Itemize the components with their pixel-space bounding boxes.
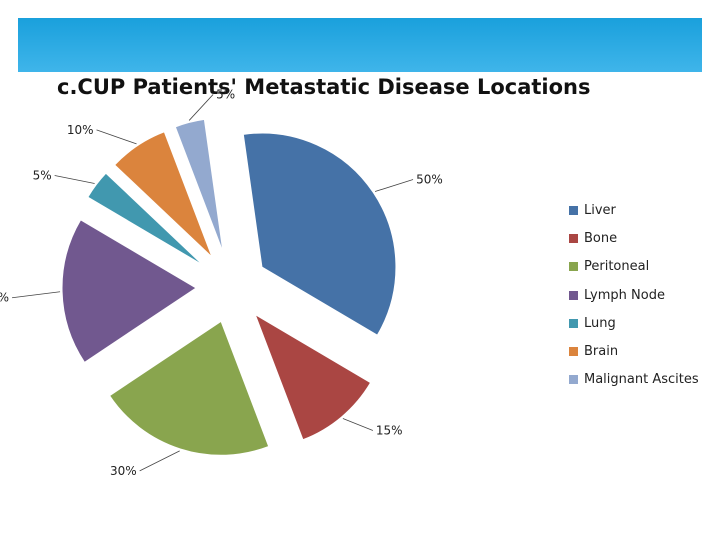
leader-line [54,175,95,184]
legend-label: Lung [584,315,616,331]
legend-label: Liver [584,202,616,218]
data-label: 30% [110,464,137,478]
legend-swatch [569,347,578,357]
chart-legend: Liver Bone Peritoneal Lymph Node Lung Brain Ma… [569,196,699,394]
legend-label: Malignant Ascites [584,372,699,388]
legend-swatch [569,375,578,385]
legend-swatch [569,318,578,328]
legend-label: Lymph Node [584,287,665,303]
legend-swatch [569,233,578,243]
leader-line [342,418,374,431]
data-label: 50% [416,173,443,187]
legend-swatch [569,290,578,300]
data-label: 15% [376,423,403,437]
pie-slice-peritoneal [108,320,270,456]
legend-entry: Malignant Ascites [569,366,699,394]
legend-entry: Liver [569,196,699,224]
leader-line [188,94,214,121]
pie-slice-brain [113,131,213,258]
legend-label: Peritoneal [584,259,650,275]
leader-line [96,129,137,145]
leader-line [12,291,61,299]
pie-slice-liver [242,132,397,336]
legend-entry: Brain [569,337,699,365]
pie-slice-lymph-node [61,219,197,364]
legend-entry: Bone [569,224,699,252]
pie-slice-bone [254,313,372,441]
data-label: 25% [0,291,9,305]
leader-line [374,179,414,192]
slide-header-banner [18,18,702,72]
legend-swatch [569,205,578,215]
legend-label: Brain [584,344,619,360]
legend-entry: Lymph Node [569,281,699,309]
legend-entry: Peritoneal [569,253,699,281]
legend-swatch [569,262,578,272]
chart-title: c.CUP Patients' Metastatic Disease Locat… [57,75,591,99]
pie-slice-malignant-ascites [174,118,224,253]
pie-slice-lung [87,172,204,266]
legend-label: Bone [584,230,618,246]
leader-line [139,450,180,472]
legend-entry: Lung [569,309,699,337]
data-label: 10% [67,123,94,137]
data-label: 5% [33,168,52,182]
data-label: 5% [216,87,235,101]
